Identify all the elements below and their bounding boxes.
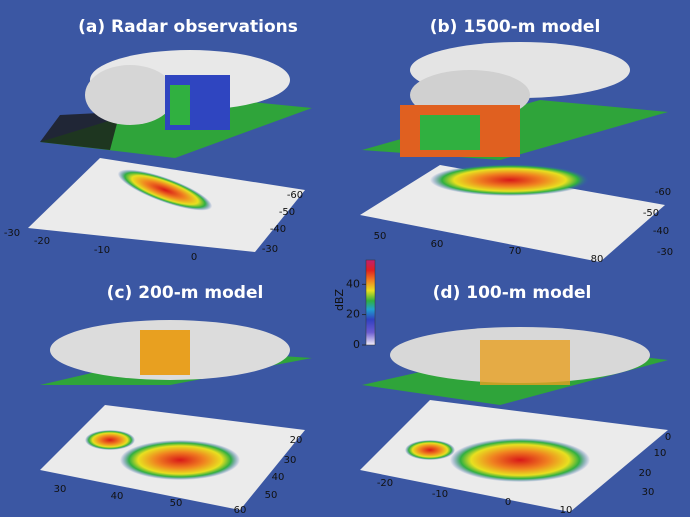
colorbar-label: dBZ <box>333 289 346 312</box>
x-tick-label: 0 <box>191 252 197 263</box>
colorbar-tick-label: 40 <box>346 277 360 290</box>
x-tick-label: 60 <box>234 505 247 516</box>
y-tick-label: 20 <box>639 468 652 479</box>
y-tick-label: -40 <box>270 224 286 235</box>
y-tick-label: -50 <box>279 207 295 218</box>
y-tick-label: -40 <box>653 226 669 237</box>
x-tick-label: -30 <box>4 228 20 239</box>
colorbar-tick-label: 20 <box>346 308 360 321</box>
x-tick-label: 80 <box>591 254 604 265</box>
panel-title: (d) 100-m model <box>433 283 592 303</box>
x-tick-label: 40 <box>111 491 124 502</box>
x-tick-label: 10 <box>560 505 573 516</box>
x-tick-label: -10 <box>94 245 110 256</box>
y-tick-label: -60 <box>655 187 671 198</box>
colorbar-tick-label: 0 <box>353 338 360 351</box>
panel-title: (c) 200-m model <box>107 283 264 303</box>
x-tick-label: 50 <box>170 498 183 509</box>
x-tick-label: -10 <box>432 489 448 500</box>
y-tick-label: -30 <box>262 244 278 255</box>
y-tick-label: 50 <box>265 490 278 501</box>
panel-title: (a) Radar observations <box>78 17 298 37</box>
y-tick-label: -30 <box>657 247 673 258</box>
y-tick-label: 40 <box>272 472 285 483</box>
colorbar <box>365 259 376 346</box>
y-tick-label: 30 <box>642 487 655 498</box>
x-tick-label: 30 <box>54 484 67 495</box>
x-tick-label: -20 <box>34 236 50 247</box>
y-tick-label: 30 <box>284 455 297 466</box>
x-tick-label: -20 <box>377 478 393 489</box>
panel-title: (b) 1500-m model <box>430 17 601 37</box>
y-tick-label: -50 <box>643 208 659 219</box>
y-tick-label: 10 <box>654 448 667 459</box>
x-tick-label: 50 <box>374 231 387 242</box>
x-tick-label: 70 <box>509 246 522 257</box>
x-tick-label: 60 <box>431 239 444 250</box>
panel-art <box>28 42 668 512</box>
y-tick-label: -60 <box>287 190 303 201</box>
y-tick-label: 20 <box>290 435 303 446</box>
x-tick-label: 0 <box>505 497 511 508</box>
y-tick-label: 0 <box>665 432 671 443</box>
